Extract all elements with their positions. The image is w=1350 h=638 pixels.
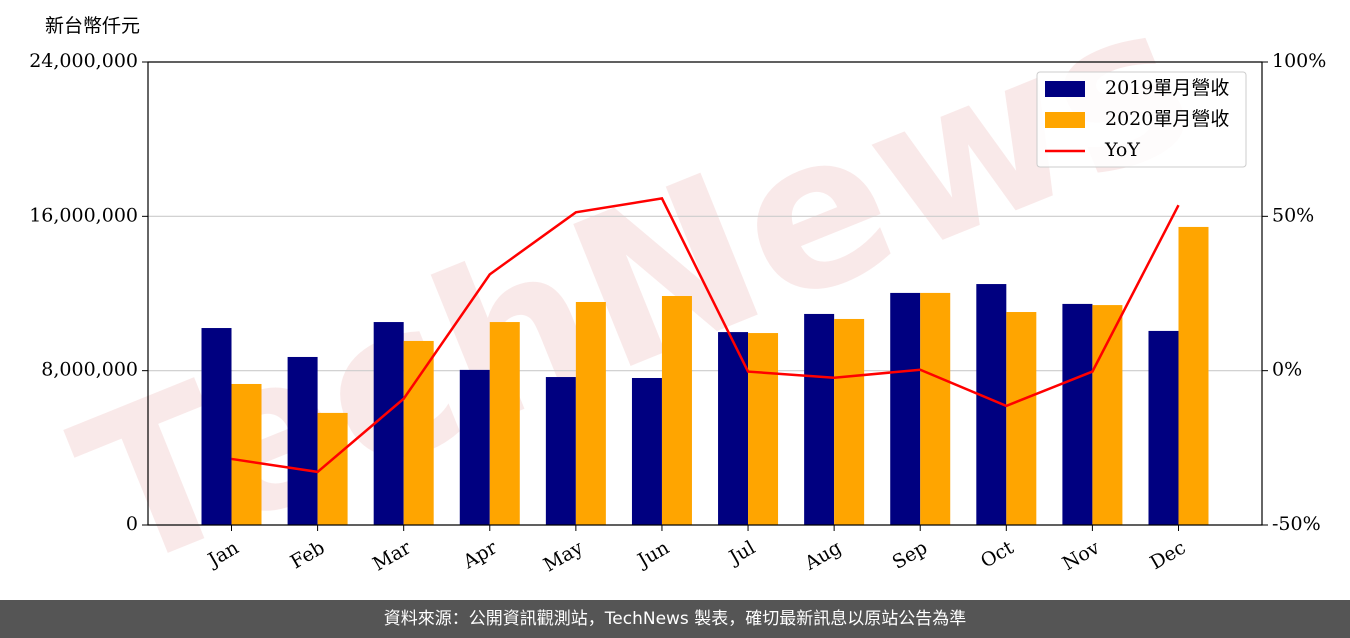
bar: [287, 356, 318, 525]
y2-tick-label: -50%: [1272, 513, 1321, 535]
legend-label: 2020單月營收: [1105, 108, 1229, 130]
y-tick-label: 0: [126, 513, 138, 535]
x-tick-label: Mar: [369, 536, 415, 575]
bar: [459, 369, 490, 525]
y2-tick-label: 0%: [1272, 359, 1302, 381]
bar: [201, 328, 232, 525]
legend-box: [1036, 71, 1247, 168]
bar: [1148, 330, 1179, 525]
x-tick-label: Jul: [724, 537, 759, 570]
y2-tick-label: 50%: [1272, 204, 1314, 226]
x-tick-label: Dec: [1146, 537, 1189, 575]
x-tick-label: Aug: [800, 537, 845, 576]
bar: [575, 301, 606, 525]
legend-swatch: [1045, 81, 1085, 97]
y-tick-label: 8,000,000: [41, 359, 138, 381]
x-tick-label: Oct: [977, 536, 1018, 572]
y2-tick-label: 100%: [1272, 50, 1326, 72]
x-tick-label: Jun: [632, 537, 673, 573]
footer: 資料來源：公開資訊觀測站，TechNews 製表，確切最新訊息以原站公告為準: [0, 600, 1350, 638]
bar: [545, 377, 576, 525]
bar: [231, 383, 262, 525]
legend-label: YoY: [1104, 139, 1140, 161]
bar: [489, 322, 520, 525]
y-axis-label: 新台幣仟元: [45, 15, 140, 37]
chart: 新台幣仟元 TechNews08,000,00016,000,00024,000…: [29, 0, 1326, 600]
x-tick-label: Sep: [889, 537, 932, 574]
bar: [1178, 226, 1209, 525]
bar: [1062, 303, 1093, 525]
y-tick-label: 24,000,000: [29, 50, 138, 72]
bar: [834, 318, 865, 525]
line: [231, 197, 1180, 474]
y-tick-label: 16,000,000: [29, 204, 138, 226]
legend-label: 2019單月營收: [1105, 77, 1229, 99]
bar: [661, 296, 692, 525]
bar: [1006, 312, 1037, 525]
bar: [631, 377, 662, 525]
bar: [804, 313, 835, 525]
x-tick-label: Nov: [1059, 536, 1104, 575]
bar: [1092, 305, 1123, 525]
plot-frame: [147, 61, 1263, 526]
legend-swatch: [1045, 112, 1085, 128]
bar: [748, 333, 779, 525]
bar: [403, 340, 434, 525]
bar: [920, 292, 951, 525]
bar: [373, 322, 404, 525]
x-tick-label: Apr: [459, 536, 502, 573]
x-tick-label: May: [540, 536, 587, 576]
bar: [890, 292, 921, 525]
